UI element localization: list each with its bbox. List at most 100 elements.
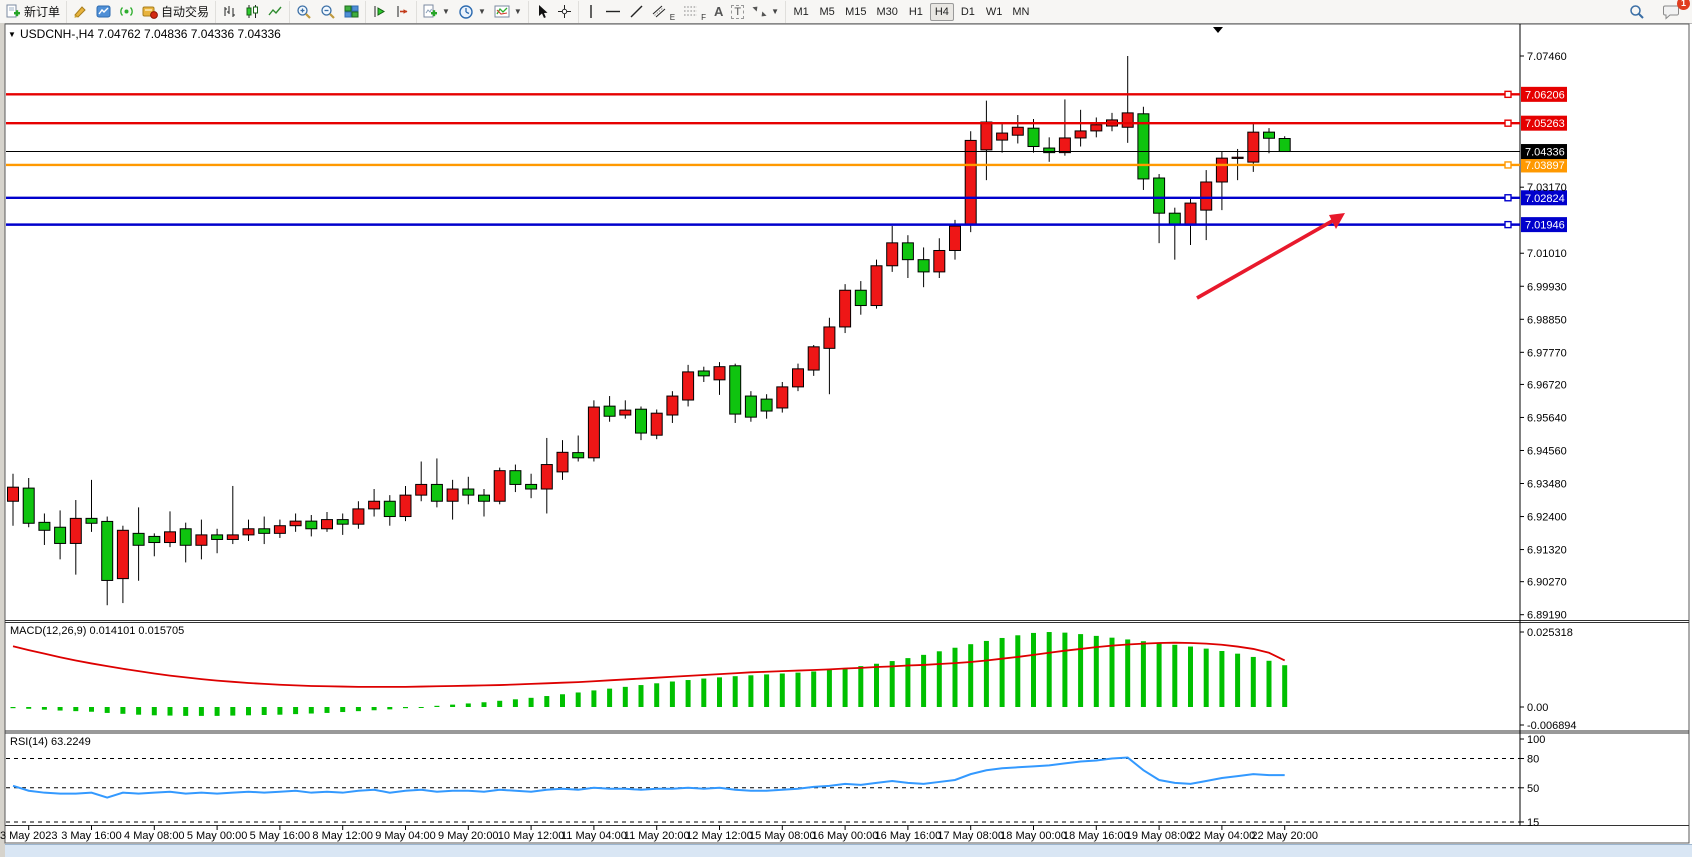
line-handle[interactable] [1504,90,1512,99]
candle-body [603,405,616,417]
macd-histogram-bar [10,707,16,709]
macd-histogram-bar [403,707,408,709]
bar-chart-button[interactable] [218,2,241,22]
date-label: 19 May 08:00 [1126,830,1193,842]
macd-histogram-bar [167,707,173,716]
candle-body [587,406,600,459]
signals-button[interactable] [115,2,138,22]
zoom-in-button[interactable] [292,2,316,22]
candle-body [179,528,192,546]
timeframe-button-m15[interactable]: M15 [841,3,870,21]
rsi-axis-label: 100 [1527,734,1545,746]
horizontal-line-button[interactable] [601,2,625,22]
auto-scroll-button[interactable] [368,2,391,22]
date-label: 3 May 16:00 [61,830,122,842]
macd-histogram-bar [952,647,958,707]
chart-shift-button[interactable] [391,2,414,22]
macd-histogram-bar [1125,639,1131,707]
fibonacci-button[interactable]: F [679,2,710,22]
macd-histogram-bar [1046,632,1052,707]
crosshair-button[interactable] [553,2,576,22]
macd-histogram-bar [874,663,879,707]
candle-body [807,346,820,371]
chart-menu-arrow-icon[interactable] [1213,27,1223,33]
line-handle[interactable] [1504,161,1512,169]
candle-body [933,249,946,273]
indicators-dropdown[interactable]: ▼ [490,2,526,22]
autotrade-label: 自动交易 [161,5,210,19]
new-chart-icon [423,4,438,19]
timeframe-button-m5[interactable]: M5 [815,3,839,21]
market-watch-button[interactable] [92,2,115,22]
date-label: 22 May 04:00 [1189,830,1256,842]
notifications-button[interactable]: 1 [1659,0,1690,22]
search-icon [1629,4,1645,20]
timeframe-button-h1[interactable]: H1 [904,3,928,21]
timeframe-button-h4[interactable]: H4 [929,2,954,21]
date-label: 5 May 00:00 [187,830,248,842]
rsi-label: RSI(14) 63.2249 [10,736,91,748]
candle-body [870,265,883,307]
new-order-button[interactable]: 新订单 [2,2,64,22]
line-handle[interactable] [1504,220,1512,229]
candle-body [1200,181,1213,211]
main-toolbar: 新订单 自动交易 [0,0,1692,24]
styler-button[interactable] [69,2,92,22]
candle-body [85,517,98,524]
candle-body [697,370,710,377]
vertical-line-button[interactable] [581,2,601,22]
macd-histogram-bar [591,690,597,707]
candle-body [69,517,82,544]
new-chart-dropdown[interactable]: ▼ [419,2,454,22]
macd-histogram-bar [1015,635,1021,707]
date-label: 15 May 08:00 [749,830,816,842]
date-label: 9 May 20:00 [438,830,499,842]
channel-button[interactable]: E [648,2,679,22]
trend-arrow-line[interactable] [1196,218,1335,300]
candle-body [1184,202,1197,226]
candle-body [1153,177,1166,214]
macd-histogram-bar [308,707,314,714]
macd-histogram-bar [1031,632,1036,707]
line-chart-button[interactable] [264,2,287,22]
candle-body [1074,130,1087,139]
macd-histogram-bar [26,707,32,709]
cursor-button[interactable] [531,2,553,22]
zoom-out-icon [320,4,336,20]
arrows-icon [752,4,767,19]
chart-canvas[interactable]: 7.06206 7.05263 7.03897 7.02824 7.01946 7.043… [0,23,1692,857]
timeframe-button-w1[interactable]: W1 [982,3,1007,21]
date-label: 4 May 08:00 [124,830,185,842]
macd-histogram-bar [434,705,440,707]
autotrade-button[interactable]: 自动交易 [138,2,213,22]
macd-histogram-bar [1140,641,1146,707]
text-tool-button[interactable]: A [710,2,727,22]
timeframe-button-m1[interactable]: M1 [789,3,813,21]
macd-histogram-bar [1235,653,1241,707]
macd-histogram-bar [905,658,911,707]
macd-histogram-bar [1219,650,1225,707]
line-handle[interactable] [1504,119,1512,127]
price-tick-label: 7.07460 [1527,51,1567,63]
candle-body [38,521,51,531]
timeframe-button-mn[interactable]: MN [1008,3,1033,21]
candle-body [148,535,161,544]
timeframe-button-d1[interactable]: D1 [956,3,980,21]
macd-histogram-bar [826,669,832,707]
trend-arrow-head[interactable] [1329,213,1345,229]
zoom-out-button[interactable] [316,2,340,22]
timeframe-button-m30[interactable]: M30 [872,3,901,21]
text-label-button[interactable]: T [727,2,748,22]
line-chart-icon [268,4,283,19]
search-button[interactable] [1625,2,1649,22]
price-tag-label: 7.05263 [1525,118,1565,130]
candle-body [101,520,114,581]
tile-windows-button[interactable] [340,2,363,22]
arrows-dropdown[interactable]: ▼ [748,2,783,22]
line-handle[interactable] [1504,194,1512,202]
date-label: 18 May 16:00 [1063,830,1130,842]
periods-dropdown[interactable]: ▼ [454,2,490,22]
trendline-button[interactable] [625,2,648,22]
candlestick-chart-button[interactable] [241,2,264,22]
bar-chart-icon [222,4,237,19]
